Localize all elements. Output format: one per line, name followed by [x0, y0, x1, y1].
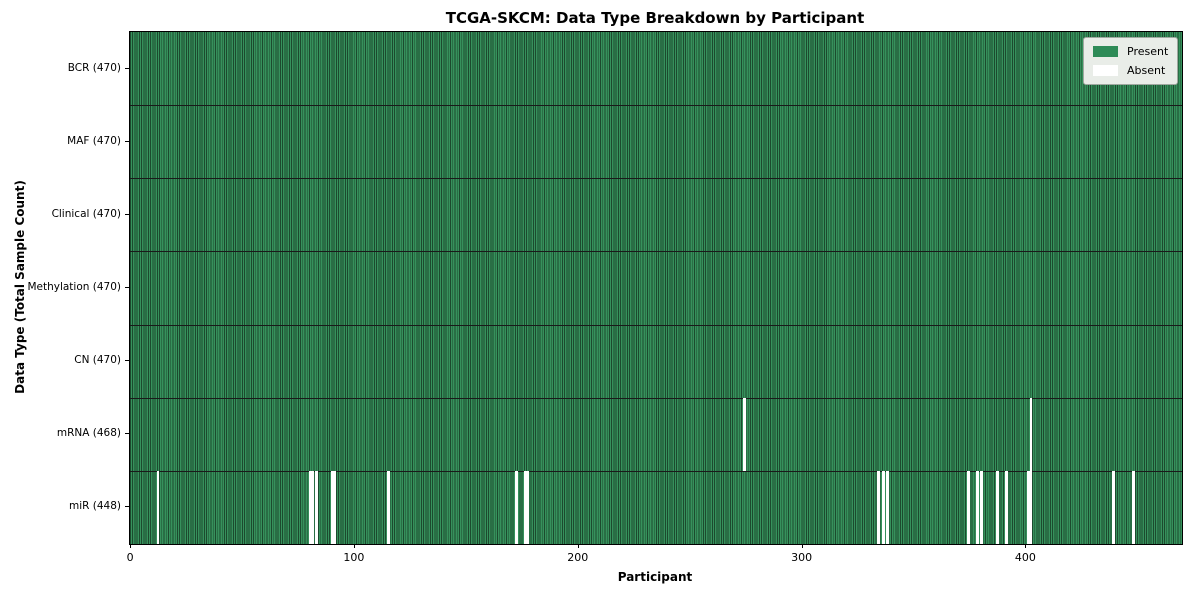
- row-divider: [130, 178, 1182, 180]
- ytick-label-BCR: BCR (470): [67, 61, 121, 74]
- absent-stripe-miR-401: [1027, 470, 1031, 544]
- xtick-label-0: 0: [126, 551, 134, 564]
- xtick-label-200: 200: [567, 551, 589, 564]
- ytick-mark: [125, 506, 129, 508]
- row-divider: [130, 105, 1182, 107]
- absent-stripe-miR-176: [523, 470, 527, 544]
- xtick-mark: [130, 544, 132, 548]
- present-swatch-icon: [1093, 46, 1118, 57]
- absent-stripe-miR-336: [881, 470, 885, 544]
- row-divider: [130, 397, 1182, 399]
- xtick-label-100: 100: [343, 551, 365, 564]
- legend-label-present: Present: [1127, 45, 1169, 58]
- absent-stripe-miR-83: [315, 470, 319, 544]
- ytick-mark: [125, 213, 129, 215]
- absent-stripe-mRNA-274: [742, 397, 746, 471]
- absent-stripe-miR-177: [525, 470, 529, 544]
- ytick-label-Methylation: Methylation (470): [27, 281, 121, 293]
- absent-stripe-miR-90: [331, 470, 334, 544]
- xtick-mark: [577, 544, 579, 548]
- ytick-label-MAF: MAF (470): [67, 134, 121, 147]
- legend-item-absent: Absent: [1093, 64, 1168, 77]
- row-divider: [130, 470, 1182, 472]
- x-axis-label: Participant: [617, 570, 693, 584]
- xtick-label-400: 400: [1014, 551, 1036, 564]
- ytick-label-Clinical: Clinical (470): [51, 207, 121, 220]
- absent-stripe-miR-115: [387, 470, 390, 544]
- absent-stripe-miR-91: [333, 470, 337, 544]
- absent-stripe-miR-334: [877, 470, 881, 544]
- ytick-mark: [125, 287, 129, 288]
- absent-stripe-mRNA-402: [1029, 397, 1033, 471]
- absent-stripe-miR-12: [156, 470, 160, 544]
- row-divider: [130, 251, 1182, 253]
- xtick-mark: [1025, 544, 1027, 548]
- ytick-mark: [125, 433, 129, 435]
- absent-stripe-miR-439: [1112, 470, 1116, 544]
- absent-stripe-miR-374: [966, 470, 970, 544]
- absent-stripe-miR-380: [980, 470, 984, 544]
- absent-stripe-miR-338: [886, 470, 890, 544]
- absent-stripe-miR-80: [308, 470, 312, 544]
- xtick-mark: [353, 544, 355, 548]
- chart-title: TCGA-SKCM: Data Type Breakdown by Partic…: [445, 9, 865, 27]
- legend-label-absent: Absent: [1127, 64, 1166, 77]
- legend-item-present: Present: [1093, 45, 1168, 58]
- ytick-label-mRNA: mRNA (468): [56, 427, 121, 440]
- ytick-mark: [125, 140, 129, 142]
- absent-stripe-miR-387: [995, 470, 999, 544]
- absent-stripe-miR-81: [311, 470, 314, 544]
- absent-stripe-miR-172: [514, 470, 518, 544]
- xtick-mark: [801, 544, 803, 548]
- absent-stripe-miR-448: [1132, 470, 1136, 544]
- xtick-label-300: 300: [791, 551, 813, 564]
- absent-swatch-icon: [1093, 65, 1118, 76]
- absent-stripe-miR-378: [975, 470, 979, 544]
- legend: Present Absent: [1083, 37, 1178, 85]
- ytick-label-CN: CN (470): [74, 354, 121, 367]
- absent-stripe-miR-402: [1029, 470, 1033, 544]
- ytick-label-miR: miR (448): [68, 500, 121, 513]
- row-divider: [130, 324, 1182, 326]
- ytick-mark: [125, 67, 129, 69]
- absent-stripe-miR-391: [1004, 470, 1008, 544]
- heatmap-plot-area: [129, 31, 1183, 545]
- ytick-mark: [125, 360, 129, 362]
